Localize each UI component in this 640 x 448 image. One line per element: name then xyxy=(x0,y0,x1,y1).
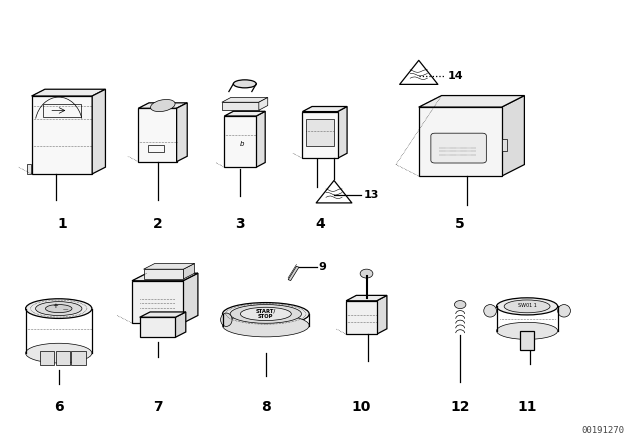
Text: 4: 4 xyxy=(315,217,325,231)
Ellipse shape xyxy=(230,305,301,323)
Text: —: — xyxy=(62,307,68,312)
Polygon shape xyxy=(377,295,387,334)
Text: 14: 14 xyxy=(447,71,463,81)
Text: 5: 5 xyxy=(455,217,465,231)
Polygon shape xyxy=(419,107,502,176)
Polygon shape xyxy=(143,269,183,279)
Ellipse shape xyxy=(497,322,557,340)
Text: START/: START/ xyxy=(256,309,276,314)
Bar xyxy=(72,351,86,365)
Polygon shape xyxy=(337,107,347,158)
Text: 1: 1 xyxy=(57,217,67,231)
Text: 00191270: 00191270 xyxy=(582,426,625,435)
Polygon shape xyxy=(31,89,106,96)
Polygon shape xyxy=(225,116,256,167)
Ellipse shape xyxy=(223,302,309,325)
Text: b: b xyxy=(239,141,244,147)
Polygon shape xyxy=(288,266,299,280)
Polygon shape xyxy=(140,317,175,337)
Ellipse shape xyxy=(26,299,92,319)
Text: +: + xyxy=(52,303,58,310)
FancyBboxPatch shape xyxy=(431,133,486,163)
Circle shape xyxy=(360,269,373,278)
Ellipse shape xyxy=(36,302,82,315)
Polygon shape xyxy=(256,111,265,167)
Ellipse shape xyxy=(234,80,256,88)
Polygon shape xyxy=(138,108,177,162)
Text: 2: 2 xyxy=(152,217,163,231)
Polygon shape xyxy=(92,89,106,174)
Text: 11: 11 xyxy=(517,400,537,414)
Polygon shape xyxy=(138,103,188,108)
Text: 6: 6 xyxy=(54,400,63,414)
Bar xyxy=(43,104,81,117)
Polygon shape xyxy=(140,312,186,317)
Ellipse shape xyxy=(241,307,291,321)
Ellipse shape xyxy=(484,305,497,317)
Ellipse shape xyxy=(150,99,175,112)
Ellipse shape xyxy=(557,305,570,317)
Text: 13: 13 xyxy=(364,190,379,200)
Circle shape xyxy=(454,301,466,309)
Polygon shape xyxy=(259,98,268,110)
Bar xyxy=(520,331,534,349)
Polygon shape xyxy=(132,273,198,281)
Ellipse shape xyxy=(223,314,309,337)
Text: 3: 3 xyxy=(236,217,245,231)
Bar xyxy=(306,119,334,146)
Polygon shape xyxy=(303,107,347,112)
Ellipse shape xyxy=(497,298,557,315)
Polygon shape xyxy=(177,103,188,162)
Polygon shape xyxy=(175,312,186,337)
Bar xyxy=(56,351,70,365)
Bar xyxy=(148,145,164,152)
Polygon shape xyxy=(222,102,259,110)
Polygon shape xyxy=(225,111,265,116)
Ellipse shape xyxy=(45,305,72,313)
Polygon shape xyxy=(183,273,198,323)
Ellipse shape xyxy=(26,343,92,363)
Text: STOP: STOP xyxy=(258,314,273,319)
Text: 7: 7 xyxy=(153,400,163,414)
Polygon shape xyxy=(303,112,337,158)
Polygon shape xyxy=(132,281,183,323)
Bar xyxy=(502,139,507,151)
Text: 8: 8 xyxy=(261,400,271,414)
Polygon shape xyxy=(419,95,524,107)
Polygon shape xyxy=(31,96,92,174)
Ellipse shape xyxy=(221,313,232,327)
Text: 9: 9 xyxy=(319,262,326,272)
Polygon shape xyxy=(183,263,195,279)
Polygon shape xyxy=(222,98,268,102)
Bar xyxy=(40,351,54,365)
Polygon shape xyxy=(502,95,524,176)
Text: 10: 10 xyxy=(352,400,371,414)
Polygon shape xyxy=(346,295,387,301)
Text: 12: 12 xyxy=(451,400,470,414)
Polygon shape xyxy=(346,301,377,334)
Polygon shape xyxy=(143,263,195,269)
Ellipse shape xyxy=(504,300,550,313)
Polygon shape xyxy=(27,164,31,174)
Text: SW01 1: SW01 1 xyxy=(518,303,536,308)
